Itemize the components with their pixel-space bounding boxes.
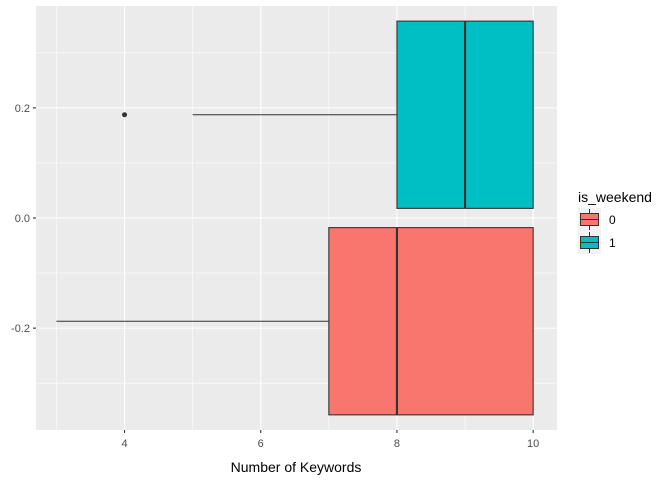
legend-title: is_weekend [578,189,652,205]
x-tick-label: 4 [121,438,127,450]
legend-item-0: 0 [578,208,616,231]
y-axis: -0.2 0.0 0.2 [11,103,36,335]
box-layer [56,20,534,416]
x-tick-label: 10 [527,438,539,450]
outlier-point [122,112,128,118]
x-tick-label: 6 [258,438,264,450]
y-tick-label: 0.0 [15,213,30,225]
y-tick-label: 0.2 [15,103,30,115]
box-group-1 [122,20,534,209]
legend-label: 1 [609,236,616,250]
legend: is_weekend 01 [578,189,652,254]
legend-label: 0 [609,213,616,227]
x-tick-label: 8 [394,438,400,450]
y-tick-label: -0.2 [11,323,30,335]
legend-keys: 01 [578,208,616,254]
x-axis: 4 6 8 10 [121,430,539,450]
box-iqr [328,227,534,416]
x-axis-title: Number of Keywords [231,459,362,475]
legend-item-1: 1 [578,231,616,254]
box-group-0 [56,227,534,416]
